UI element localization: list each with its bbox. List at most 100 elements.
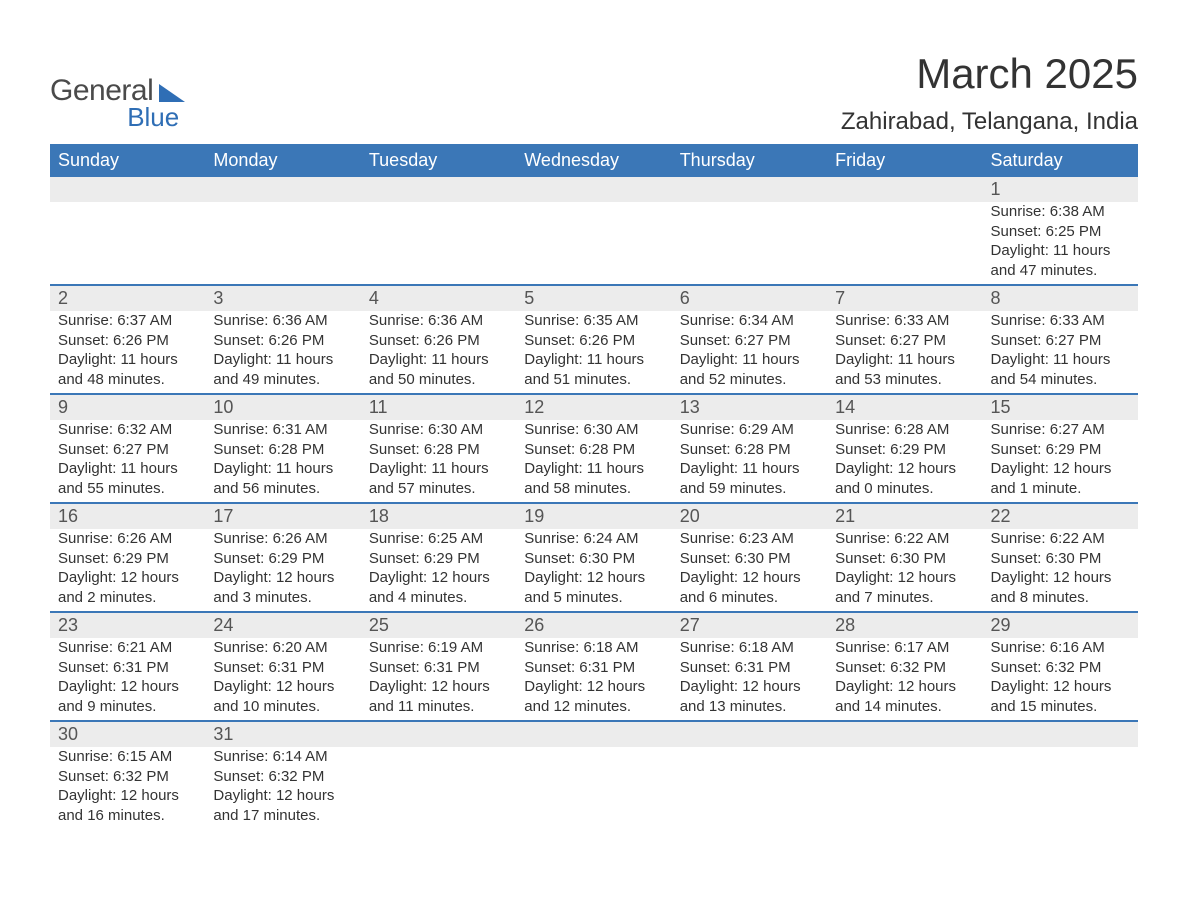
calendar-day-sunset: Sunset: 6:30 PM (835, 549, 974, 569)
calendar-day-sunrise: Sunrise: 6:18 AM (680, 638, 819, 658)
calendar-day-cell: Sunrise: 6:19 AMSunset: 6:31 PMDaylight:… (361, 638, 516, 720)
calendar-day-sunset: Sunset: 6:30 PM (991, 549, 1130, 569)
calendar-day-cell (827, 747, 982, 829)
calendar-daynum-row: 16171819202122 (50, 502, 1138, 529)
calendar-header-row: Sunday Monday Tuesday Wednesday Thursday… (50, 144, 1138, 177)
calendar-day-cell: Sunrise: 6:31 AMSunset: 6:28 PMDaylight:… (205, 420, 360, 502)
calendar-day-cell (516, 747, 671, 829)
page-subtitle: Zahirabad, Telangana, India (841, 108, 1138, 136)
calendar-day-sunrise: Sunrise: 6:26 AM (58, 529, 197, 549)
calendar-day-daylight1: Daylight: 11 hours (524, 350, 663, 370)
calendar-day-daylight2: and 14 minutes. (835, 697, 974, 717)
calendar-day-cell: Sunrise: 6:22 AMSunset: 6:30 PMDaylight:… (983, 529, 1138, 611)
calendar-day-daylight2: and 10 minutes. (213, 697, 352, 717)
calendar-day-sunrise: Sunrise: 6:37 AM (58, 311, 197, 331)
calendar-day-number (827, 177, 982, 202)
calendar-day-number (205, 177, 360, 202)
calendar-content-row: Sunrise: 6:37 AMSunset: 6:26 PMDaylight:… (50, 311, 1138, 393)
calendar-day-number: 11 (361, 395, 516, 420)
calendar-day-number: 10 (205, 395, 360, 420)
calendar-day-sunset: Sunset: 6:31 PM (58, 658, 197, 678)
calendar-day-number: 27 (672, 613, 827, 638)
calendar-day-sunrise: Sunrise: 6:23 AM (680, 529, 819, 549)
calendar-day-sunrise: Sunrise: 6:36 AM (369, 311, 508, 331)
calendar-day-sunset: Sunset: 6:29 PM (835, 440, 974, 460)
calendar-day-sunrise: Sunrise: 6:17 AM (835, 638, 974, 658)
calendar-day-daylight1: Daylight: 11 hours (835, 350, 974, 370)
calendar-daynum-row: 9101112131415 (50, 393, 1138, 420)
calendar-day-number: 22 (983, 504, 1138, 529)
calendar-day-daylight1: Daylight: 12 hours (835, 568, 974, 588)
calendar-day-daylight2: and 3 minutes. (213, 588, 352, 608)
calendar-day-sunrise: Sunrise: 6:33 AM (835, 311, 974, 331)
page: General Blue March 2025 Zahirabad, Telan… (0, 0, 1188, 829)
logo: General Blue (50, 74, 185, 133)
calendar-day-number: 12 (516, 395, 671, 420)
calendar-day-sunset: Sunset: 6:29 PM (369, 549, 508, 569)
calendar-day-cell: Sunrise: 6:18 AMSunset: 6:31 PMDaylight:… (516, 638, 671, 720)
calendar-day-sunset: Sunset: 6:31 PM (524, 658, 663, 678)
calendar-day-daylight1: Daylight: 12 hours (524, 568, 663, 588)
calendar-day-daylight2: and 56 minutes. (213, 479, 352, 499)
day-header-thursday: Thursday (672, 144, 827, 177)
calendar-day-number: 16 (50, 504, 205, 529)
calendar-day-daylight2: and 12 minutes. (524, 697, 663, 717)
calendar-day-cell (516, 202, 671, 284)
calendar-day-number (516, 722, 671, 747)
calendar-day-number: 23 (50, 613, 205, 638)
calendar-day-daylight2: and 58 minutes. (524, 479, 663, 499)
calendar-day-cell: Sunrise: 6:26 AMSunset: 6:29 PMDaylight:… (50, 529, 205, 611)
calendar-day-number: 20 (672, 504, 827, 529)
calendar-day-sunset: Sunset: 6:30 PM (524, 549, 663, 569)
calendar-day-daylight1: Daylight: 11 hours (213, 459, 352, 479)
calendar-day-cell: Sunrise: 6:30 AMSunset: 6:28 PMDaylight:… (516, 420, 671, 502)
calendar-day-sunset: Sunset: 6:27 PM (991, 331, 1130, 351)
calendar-day-sunset: Sunset: 6:32 PM (835, 658, 974, 678)
calendar: Sunday Monday Tuesday Wednesday Thursday… (50, 144, 1138, 829)
day-header-monday: Monday (205, 144, 360, 177)
calendar-day-daylight1: Daylight: 11 hours (369, 459, 508, 479)
calendar-content-row: Sunrise: 6:32 AMSunset: 6:27 PMDaylight:… (50, 420, 1138, 502)
calendar-day-daylight1: Daylight: 11 hours (524, 459, 663, 479)
calendar-day-sunrise: Sunrise: 6:27 AM (991, 420, 1130, 440)
calendar-day-sunset: Sunset: 6:29 PM (213, 549, 352, 569)
calendar-day-cell: Sunrise: 6:33 AMSunset: 6:27 PMDaylight:… (827, 311, 982, 393)
calendar-day-number: 30 (50, 722, 205, 747)
calendar-day-cell: Sunrise: 6:24 AMSunset: 6:30 PMDaylight:… (516, 529, 671, 611)
calendar-day-daylight2: and 17 minutes. (213, 806, 352, 826)
calendar-day-sunrise: Sunrise: 6:32 AM (58, 420, 197, 440)
calendar-day-cell: Sunrise: 6:36 AMSunset: 6:26 PMDaylight:… (205, 311, 360, 393)
calendar-day-daylight1: Daylight: 11 hours (991, 350, 1130, 370)
calendar-day-number: 26 (516, 613, 671, 638)
calendar-day-cell (983, 747, 1138, 829)
calendar-day-cell: Sunrise: 6:17 AMSunset: 6:32 PMDaylight:… (827, 638, 982, 720)
calendar-day-sunrise: Sunrise: 6:22 AM (991, 529, 1130, 549)
calendar-day-daylight1: Daylight: 11 hours (58, 459, 197, 479)
calendar-day-sunrise: Sunrise: 6:34 AM (680, 311, 819, 331)
calendar-day-number: 19 (516, 504, 671, 529)
calendar-day-cell: Sunrise: 6:37 AMSunset: 6:26 PMDaylight:… (50, 311, 205, 393)
calendar-day-sunrise: Sunrise: 6:33 AM (991, 311, 1130, 331)
calendar-day-daylight2: and 50 minutes. (369, 370, 508, 390)
calendar-day-sunset: Sunset: 6:31 PM (680, 658, 819, 678)
calendar-day-sunrise: Sunrise: 6:30 AM (369, 420, 508, 440)
calendar-day-cell: Sunrise: 6:25 AMSunset: 6:29 PMDaylight:… (361, 529, 516, 611)
calendar-day-number: 1 (983, 177, 1138, 202)
calendar-day-daylight1: Daylight: 12 hours (213, 786, 352, 806)
calendar-day-cell: Sunrise: 6:32 AMSunset: 6:27 PMDaylight:… (50, 420, 205, 502)
calendar-day-sunset: Sunset: 6:26 PM (524, 331, 663, 351)
calendar-day-cell: Sunrise: 6:15 AMSunset: 6:32 PMDaylight:… (50, 747, 205, 829)
calendar-day-daylight1: Daylight: 11 hours (991, 241, 1130, 261)
calendar-day-sunrise: Sunrise: 6:26 AM (213, 529, 352, 549)
calendar-day-sunrise: Sunrise: 6:21 AM (58, 638, 197, 658)
day-header-wednesday: Wednesday (516, 144, 671, 177)
calendar-day-daylight2: and 6 minutes. (680, 588, 819, 608)
calendar-day-cell: Sunrise: 6:20 AMSunset: 6:31 PMDaylight:… (205, 638, 360, 720)
calendar-day-sunset: Sunset: 6:32 PM (991, 658, 1130, 678)
calendar-day-sunset: Sunset: 6:28 PM (213, 440, 352, 460)
calendar-day-daylight2: and 54 minutes. (991, 370, 1130, 390)
calendar-day-number: 13 (672, 395, 827, 420)
calendar-day-number (361, 722, 516, 747)
calendar-day-sunrise: Sunrise: 6:36 AM (213, 311, 352, 331)
calendar-day-daylight1: Daylight: 12 hours (680, 677, 819, 697)
